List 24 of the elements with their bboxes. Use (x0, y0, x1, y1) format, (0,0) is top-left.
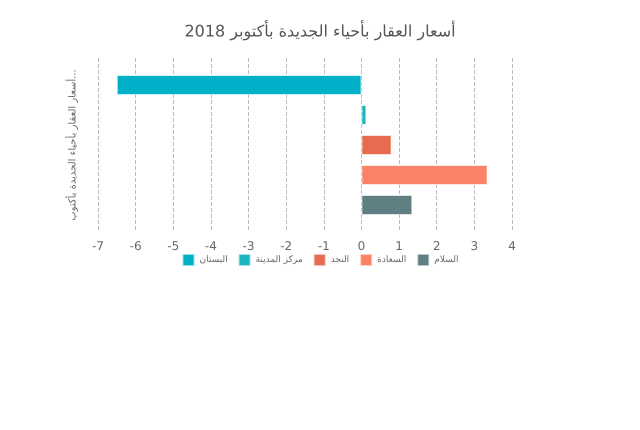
x-tick-label: -6 (130, 239, 142, 253)
bar (116, 75, 362, 95)
x-tick-label: -5 (167, 239, 180, 253)
x-tick-label: 0 (358, 239, 366, 253)
bar (361, 135, 392, 155)
bar (361, 165, 488, 185)
x-tick-label: 4 (508, 239, 516, 253)
x-tick-label: -3 (242, 239, 255, 253)
legend-label: البستان (200, 255, 228, 265)
x-tick-label: 1 (395, 239, 403, 253)
chart-title: أسعار العقار بأحياء الجديدة بأكتوبر 2018 (184, 20, 456, 40)
x-tick-label: -1 (318, 239, 330, 253)
x-tick-label: 2 (432, 239, 441, 253)
x-tick-label: 3 (470, 239, 478, 253)
x-tick-label: -4 (204, 239, 217, 253)
x-tick-label: -2 (280, 239, 292, 253)
legend-label: النجد (330, 255, 350, 265)
x-tick-label: -7 (92, 239, 104, 253)
legend-label: السعادة (377, 255, 406, 265)
bar (361, 195, 412, 215)
bar (361, 105, 366, 125)
legend-label: السلام (434, 255, 458, 265)
y-axis-title: أسعار العقار بأحياء الجديدة بأكتوب... (64, 69, 78, 221)
legend-label: مركز المدينة (256, 255, 303, 265)
